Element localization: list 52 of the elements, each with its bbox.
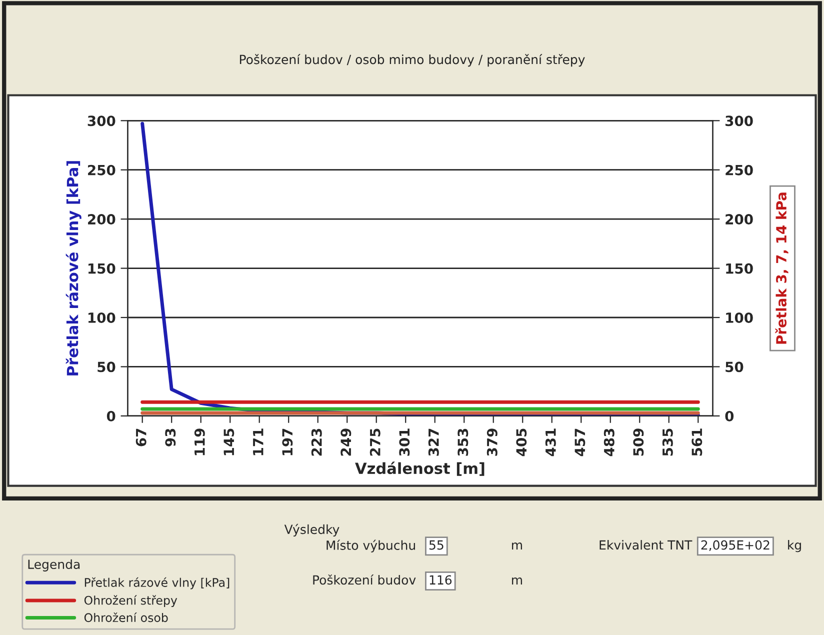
y2-tick-label: 300: [725, 116, 753, 126]
text: 2,095E+02: [701, 540, 770, 551]
y2-tick-label: 250: [726, 164, 753, 176]
text: Poškození budov: [313, 574, 416, 585]
x-tick-label: 561: [692, 428, 702, 456]
y2-tick-label: 150: [726, 263, 753, 274]
y-tick-label: 100: [88, 312, 116, 323]
x-tick-label: 67: [136, 428, 146, 446]
x-tick-label: 431: [545, 428, 556, 456]
x-tick-label: 223: [311, 428, 322, 456]
x-tick-label: 535: [662, 428, 673, 456]
text: Místo výbuchu: [326, 540, 415, 552]
y2-tick-label: 200: [726, 214, 753, 225]
y-tick-label: 300: [88, 116, 116, 126]
x-tick-label: 457: [574, 428, 586, 456]
x-tick-label: 327: [428, 428, 439, 456]
x-tick-label: 93: [165, 428, 176, 446]
legend-label: Ohrožení střepy: [84, 595, 178, 608]
x-tick-label: 353: [458, 428, 468, 456]
text: 55: [429, 540, 444, 550]
y2-tick-label: 50: [726, 362, 744, 372]
text: Ekvivalent TNT: [600, 540, 692, 550]
y-tick-label: 250: [88, 164, 116, 176]
x-tick-label: 171: [253, 428, 264, 456]
text: m: [512, 542, 522, 550]
legend-label: Přetlak rázové vlny [kPa]: [84, 577, 230, 590]
y2-axis-title: Přetlak 3, 7, 14 kPa: [775, 192, 788, 344]
x-tick-label: 379: [486, 428, 498, 456]
y2-tick-label: 100: [726, 312, 753, 323]
x-axis-title: Vzdálenost [m]: [355, 462, 484, 476]
x-tick-label: 119: [194, 428, 205, 456]
y-tick-label: 150: [88, 263, 116, 274]
y-tick-label: 0: [106, 410, 116, 422]
legend-title: Legenda: [28, 559, 80, 572]
text: m: [512, 577, 522, 584]
x-tick-label: 197: [282, 428, 293, 456]
text: Výsledky: [284, 524, 340, 537]
x-tick-label: 405: [516, 428, 527, 456]
y2-tick-label: 0: [725, 410, 734, 422]
legend-label: Ohrožení osob: [84, 612, 168, 622]
text: kg: [788, 540, 801, 552]
y-axis-title: Přetlak rázové vlny [kPa]: [66, 161, 82, 376]
x-tick-label: 249: [340, 428, 352, 456]
x-tick-label: 275: [370, 428, 380, 456]
y-tick-label: 50: [98, 362, 116, 372]
text: 116: [430, 575, 452, 585]
y-tick-label: 200: [88, 214, 116, 225]
chart-title: Poškození budov / osob mimo budovy / poranění střepy: [240, 54, 585, 67]
x-tick-label: 301: [399, 428, 410, 456]
x-tick-label: 509: [633, 428, 644, 456]
x-tick-label: 483: [604, 428, 614, 456]
x-tick-label: 145: [224, 428, 234, 456]
